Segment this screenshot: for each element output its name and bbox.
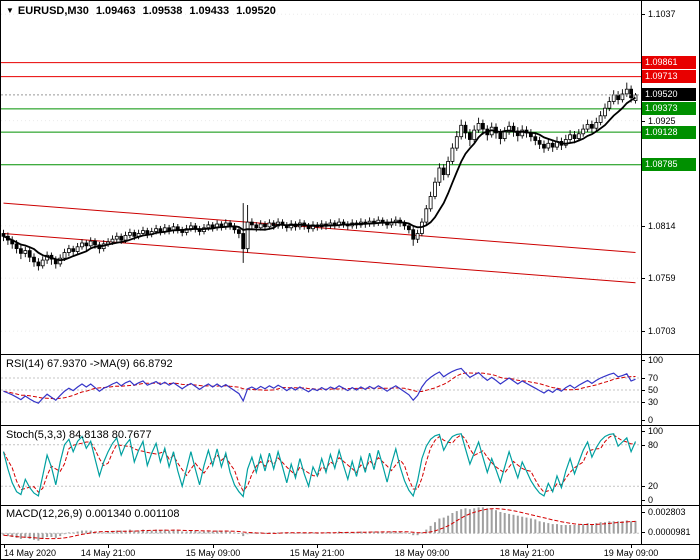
time-tick-mark [317,545,318,548]
price-tick-label: 1.0703 [648,326,676,336]
panel-divider[interactable] [1,425,699,426]
axis-tick-mark [642,390,645,391]
time-axis-label: 14 May 2020 [4,548,57,558]
price-tick-label: 1.0814 [648,221,676,231]
time-tick-mark [422,545,423,548]
rsi-axis: 100 70 50 30 0 [642,355,699,425]
resistance-price-badge: 1.09861 [642,56,696,69]
ohlc-close-value: 1.09520 [236,5,276,17]
symbol-timeframe-label: EURUSD,M30 [17,5,89,17]
axis-tick-mark [642,500,645,501]
ohlc-high-value: 1.09538 [142,5,183,17]
axis-tick-mark [642,420,645,421]
stoch-tick-label: 100 [648,426,664,436]
axis-tick-mark [642,331,645,332]
chart-header: ▼ EURUSD,M30 1.09463 1.09538 1.09433 1.09520 [6,5,276,17]
macd-plot[interactable] [1,506,641,544]
stoch-signal-line [3,434,636,493]
stochastic-indicator-label: Stoch(5,3,3) 84.8138 80.7677 [6,429,152,441]
time-tick-mark [4,545,5,548]
macd-axis: 0.002803 0.0000981 [642,506,699,544]
axis-tick-mark [642,532,645,533]
rsi-tick-label: 0 [648,415,654,425]
time-axis-divider [1,544,699,545]
axis-tick-mark [642,431,645,432]
axis-tick-mark [642,378,645,379]
price-axis-line [641,1,642,544]
price-axis[interactable]: 1.1037 1.0925 1.0814 1.0759 1.0703 1.09861 1.0… [642,1,699,354]
support-price-badge: 1.09373 [642,102,696,115]
support-price-badge: 1.09128 [642,126,696,139]
panel-divider[interactable] [1,354,699,355]
axis-tick-mark [642,14,645,15]
axis-tick-mark [642,121,645,122]
macd-histogram [2,507,637,541]
support-lines[interactable] [1,108,641,166]
support-price-badge: 1.08785 [642,158,696,171]
macd-tick-label: 0.0000981 [648,527,691,537]
time-tick-mark [108,545,109,548]
stoch-line [2,433,637,498]
rsi-tick-label: 30 [648,397,659,407]
stochastic-axis: 100 80 20 0 [642,426,699,505]
price-tick-label: 1.1037 [648,9,676,19]
macd-tick-label: 0.002803 [648,507,686,517]
time-axis-label: 15 May 21:00 [289,548,345,558]
time-axis-label: 18 May 09:00 [394,548,450,558]
price-tick-label: 1.0759 [648,273,676,283]
trend-channel-lines[interactable] [3,202,636,284]
time-axis-label: 14 May 21:00 [80,548,136,558]
price-tick-label: 1.0925 [648,116,676,126]
ohlc-open-value: 1.09463 [95,5,136,17]
time-axis-label: 18 May 21:00 [499,548,555,558]
axis-tick-mark [642,486,645,487]
stoch-tick-label: 20 [648,481,659,491]
resistance-price-badge: 1.09713 [642,70,696,83]
current-price-badge: 1.09520 [642,88,696,101]
stoch-tick-label: 0 [648,495,654,505]
time-axis-label: 19 May 09:00 [603,548,659,558]
rsi-tick-label: 50 [648,385,659,395]
candlestick-series[interactable] [1,82,638,271]
symbol-dropdown-icon[interactable]: ▼ [6,6,14,15]
axis-tick-mark [642,360,645,361]
stochastic-plot[interactable] [1,426,641,505]
axis-tick-mark [642,512,645,513]
rsi-plot[interactable] [1,355,641,425]
rsi-line [3,367,636,404]
ohlc-low-value: 1.09433 [189,5,230,17]
rsi-indicator-label: RSI(14) 67.9370 ->MA(9) 66.8792 [6,358,173,370]
time-tick-mark [527,545,528,548]
macd-indicator-label: MACD(12,26,9) 0.001340 0.001108 [6,508,180,520]
time-axis-label: 15 May 09:00 [185,548,241,558]
moving-average-line [3,96,636,262]
axis-tick-mark [642,226,645,227]
axis-tick-mark [642,445,645,446]
rsi-signal-line [3,372,636,400]
time-axis[interactable]: 14 May 2020 14 May 21:00 15 May 09:00 15 Ma… [1,545,699,559]
time-tick-mark [213,545,214,548]
time-tick-mark [631,545,632,548]
stoch-tick-label: 80 [648,440,659,450]
panel-divider[interactable] [1,505,699,506]
axis-tick-mark [642,402,645,403]
axis-tick-mark [642,278,645,279]
resistance-lines[interactable] [1,62,641,78]
rsi-tick-label: 70 [648,373,659,383]
price-chart-plot[interactable] [1,1,641,354]
rsi-tick-label: 100 [648,355,664,365]
